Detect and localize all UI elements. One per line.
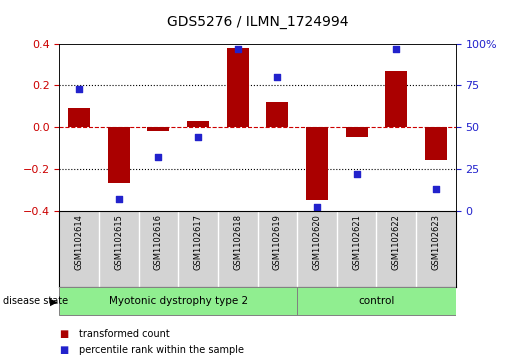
Text: ■: ■: [59, 329, 68, 339]
Bar: [59, 287, 297, 315]
Text: GDS5276 / ILMN_1724994: GDS5276 / ILMN_1724994: [167, 15, 348, 29]
Text: percentile rank within the sample: percentile rank within the sample: [79, 345, 244, 355]
Bar: [306, 127, 328, 200]
Point: [114, 196, 123, 202]
Point: [233, 46, 242, 52]
Text: control: control: [358, 296, 394, 306]
Point: [75, 86, 83, 91]
Point: [273, 74, 281, 80]
Bar: [227, 48, 249, 127]
Text: GSM1102617: GSM1102617: [194, 214, 202, 270]
Point: [194, 134, 202, 140]
Bar: [297, 287, 456, 315]
Bar: [385, 71, 407, 127]
Point: [154, 154, 162, 160]
Text: ■: ■: [59, 345, 68, 355]
Point: [392, 46, 401, 52]
Text: GSM1102620: GSM1102620: [313, 214, 321, 270]
Text: transformed count: transformed count: [79, 329, 169, 339]
Text: Myotonic dystrophy type 2: Myotonic dystrophy type 2: [109, 296, 248, 306]
Bar: [425, 127, 447, 160]
Text: GSM1102621: GSM1102621: [352, 214, 361, 270]
Bar: [68, 108, 90, 127]
Point: [352, 171, 360, 177]
Text: ▶: ▶: [50, 296, 58, 306]
Text: GSM1102623: GSM1102623: [432, 214, 440, 270]
Text: GSM1102614: GSM1102614: [75, 214, 83, 270]
Text: GSM1102622: GSM1102622: [392, 214, 401, 270]
Point: [313, 204, 321, 210]
Bar: [108, 127, 130, 183]
Text: GSM1102616: GSM1102616: [154, 214, 163, 270]
Text: GSM1102615: GSM1102615: [114, 214, 123, 270]
Bar: [266, 102, 288, 127]
Text: GSM1102619: GSM1102619: [273, 214, 282, 270]
Bar: [346, 127, 368, 138]
Text: GSM1102618: GSM1102618: [233, 214, 242, 270]
Point: [432, 186, 440, 192]
Text: disease state: disease state: [3, 296, 67, 306]
Bar: [147, 127, 169, 131]
Bar: [187, 121, 209, 127]
